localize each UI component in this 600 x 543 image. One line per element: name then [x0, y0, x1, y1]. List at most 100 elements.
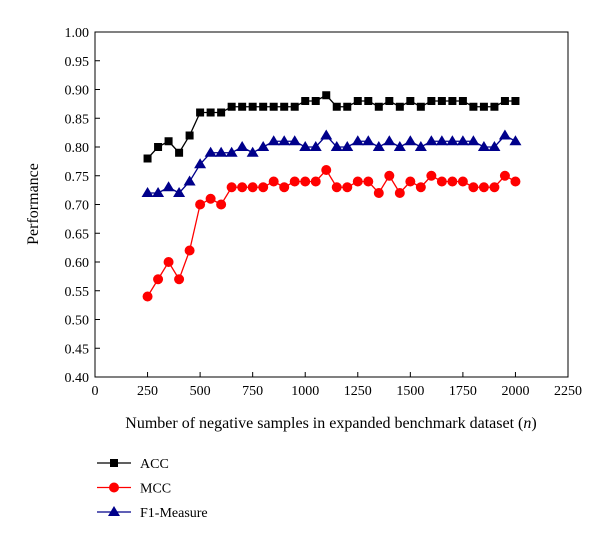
acc-point — [479, 102, 488, 111]
mcc-point — [352, 176, 363, 187]
mcc-point — [279, 182, 290, 193]
f1-measure-point — [498, 129, 511, 140]
acc-point — [196, 108, 205, 117]
f1-measure-point — [477, 141, 490, 151]
acc-point — [164, 137, 173, 146]
mcc-point — [510, 176, 521, 187]
mcc-point — [394, 188, 405, 198]
f1-measure-point — [288, 135, 301, 146]
acc-point — [143, 154, 152, 163]
mcc-point — [216, 199, 227, 210]
y-tick-label: 0.45 — [65, 342, 90, 357]
acc-point — [154, 143, 163, 151]
mcc-point — [153, 274, 164, 285]
mcc-point — [300, 176, 311, 187]
mcc-point — [447, 176, 458, 187]
x-tick-label: 0 — [92, 384, 99, 399]
mcc-point — [247, 182, 258, 193]
acc-point — [311, 97, 320, 105]
legend-item-acc: ACC — [97, 457, 169, 472]
f1-measure-point — [351, 135, 364, 146]
f1-measure-point — [362, 135, 375, 146]
legend-item-f1-measure: F1-Measure — [97, 506, 208, 521]
plot-frame — [94, 31, 569, 378]
f1-measure-point — [309, 141, 322, 151]
f1-measure-point — [404, 135, 417, 146]
f1-measure-point — [425, 135, 438, 146]
y-tick-label: 1.00 — [65, 26, 90, 41]
f1-measure-point — [257, 141, 270, 151]
acc-point — [406, 97, 415, 105]
mcc-point — [468, 182, 479, 193]
f1-measure-point — [393, 141, 406, 151]
acc-point — [280, 102, 289, 111]
mcc-point — [331, 182, 342, 193]
acc-point — [437, 97, 446, 105]
acc-point — [469, 102, 478, 111]
legend-item-mcc: MCC — [97, 482, 171, 497]
mcc-point — [499, 170, 510, 181]
acc-point — [269, 102, 278, 111]
x-tick-label: 1750 — [449, 384, 477, 399]
acc-point — [427, 97, 436, 105]
x-tick-label: 2000 — [501, 384, 529, 399]
x-tick-label: 1500 — [396, 384, 424, 399]
f1-measure-point — [414, 141, 427, 151]
mcc-point — [237, 182, 248, 193]
acc-point — [175, 148, 184, 157]
acc-point — [322, 91, 331, 100]
f1-measure-point — [456, 135, 469, 146]
mcc-point — [184, 245, 195, 256]
f1-measure-point — [204, 146, 217, 157]
y-tick-label: 0.95 — [65, 55, 90, 70]
f1-measure-point — [330, 141, 343, 151]
acc-point — [458, 97, 467, 105]
series-acc — [143, 91, 520, 163]
mcc-point — [436, 176, 447, 187]
y-tick-label: 0.60 — [65, 256, 90, 271]
y-tick-label: 0.75 — [65, 170, 90, 185]
mcc-point — [195, 199, 206, 210]
mcc-point — [415, 182, 426, 193]
legend-label: MCC — [140, 482, 171, 497]
legend-marker — [109, 482, 119, 493]
acc-point — [490, 102, 499, 111]
f1-measure-point — [152, 187, 165, 197]
f1-measure-point — [183, 175, 196, 186]
series-mcc — [142, 165, 521, 302]
f1-measure-point — [278, 135, 291, 146]
legend: ACC MCC F1-Measure — [97, 457, 208, 521]
y-tick-label: 0.50 — [65, 314, 90, 329]
mcc-point — [426, 170, 437, 181]
legend-marker — [108, 506, 120, 516]
series-f1-measure — [141, 129, 522, 197]
mcc-point — [163, 257, 174, 267]
acc-point — [374, 102, 383, 111]
x-tick-label: 250 — [137, 384, 158, 399]
mcc-point — [373, 188, 384, 198]
acc-point — [448, 97, 457, 105]
legend-marker — [110, 459, 118, 467]
acc-point — [217, 108, 226, 117]
acc-point — [385, 97, 394, 105]
mcc-point — [363, 176, 374, 187]
acc-point — [500, 97, 509, 105]
acc-point — [395, 102, 404, 111]
f1-measure-point — [173, 187, 186, 197]
acc-point — [343, 102, 352, 111]
mcc-point — [226, 182, 237, 193]
y-tick-label: 0.40 — [65, 371, 90, 386]
f1-measure-point — [509, 135, 522, 146]
x-tick-label: 2250 — [554, 384, 582, 399]
acc-point — [185, 131, 194, 140]
f1-measure-point — [162, 181, 175, 192]
f1-measure-point — [246, 146, 259, 157]
acc-point — [227, 102, 236, 111]
mcc-point — [258, 182, 269, 193]
legend-label: ACC — [140, 457, 169, 472]
y-tick-label: 0.85 — [65, 112, 90, 127]
x-tick-label: 500 — [190, 384, 211, 399]
legend-label: F1-Measure — [140, 506, 208, 521]
f1-measure-point — [488, 141, 501, 151]
